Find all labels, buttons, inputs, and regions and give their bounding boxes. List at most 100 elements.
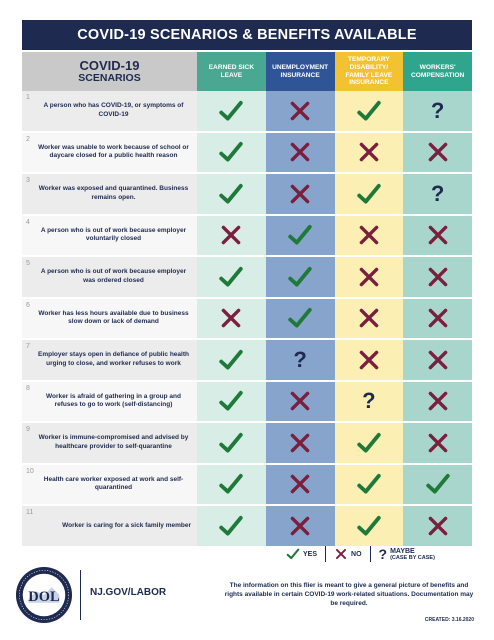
disclaimer-text: The information on this flier is meant t… <box>224 582 474 607</box>
cross-icon <box>287 388 313 414</box>
cross-icon <box>334 547 348 561</box>
legend-no: NO <box>334 546 362 562</box>
column-header-sick-leave: EARNED SICK LEAVE <box>197 52 266 91</box>
cell-disability-family-leave <box>334 257 404 297</box>
column-header-disability-family-leave: TEMPORARY DISABILITY/ FAMILY LEAVE INSUR… <box>334 52 404 91</box>
scenario-text: Employer stays open in defiance of publi… <box>38 351 189 367</box>
scenarios-header: COVID-19 SCENARIOS <box>22 52 197 91</box>
scenario-text: A person who has COVID-19, or symptoms o… <box>43 102 184 118</box>
cell-unemployment <box>265 132 335 172</box>
scenario-text: Worker is immune-compromised and advised… <box>38 434 189 450</box>
cell-unemployment <box>265 506 335 546</box>
table-row: 2 Worker was unable to work because of sc… <box>22 132 472 174</box>
scenario-text: Worker has less hours available due to b… <box>38 309 189 326</box>
check-icon <box>356 513 382 539</box>
check-icon <box>218 139 244 165</box>
cross-icon <box>287 98 313 124</box>
scenario-number: 9 <box>26 426 30 433</box>
cell-disability-family-leave <box>334 423 404 463</box>
question-icon: ? <box>430 180 445 206</box>
scenario-number: 6 <box>26 301 30 309</box>
check-icon <box>356 471 382 497</box>
cross-icon <box>287 139 313 165</box>
scenario-cell: 6 Worker has less hours available due to … <box>22 298 197 338</box>
table-body: 1 A person who has COVID-19, or symptoms … <box>22 91 472 548</box>
legend-divider <box>325 546 327 562</box>
legend-maybe-note: (CASE BY CASE) <box>390 554 435 561</box>
table-row: 7 Employer stays open in defiance of publ… <box>22 340 472 382</box>
cell-sick-leave <box>197 464 266 504</box>
check-icon <box>218 347 244 373</box>
dol-seal-logo: DOL <box>15 566 73 624</box>
cell-sick-leave <box>197 298 266 338</box>
scenario-cell: 9 Worker is immune-compromised and advise… <box>22 423 197 463</box>
scenario-text: Worker is afraid of gathering in a group… <box>46 392 181 409</box>
cell-sick-leave <box>197 257 266 297</box>
legend-yes-label: YES <box>303 550 318 558</box>
cell-workers-comp <box>403 132 472 172</box>
scenario-number: 3 <box>26 177 30 184</box>
cross-icon <box>356 222 382 248</box>
cell-unemployment <box>265 174 335 214</box>
cross-icon <box>425 139 451 165</box>
check-icon <box>356 430 382 456</box>
check-icon <box>218 513 244 539</box>
scenario-number: 4 <box>26 218 30 226</box>
cell-sick-leave <box>197 174 266 214</box>
cell-disability-family-leave <box>334 506 404 546</box>
cell-disability-family-leave <box>334 340 404 380</box>
legend-no-label: NO <box>351 550 362 558</box>
scenarios-header-line1: COVID-19 <box>79 58 140 74</box>
column-header-unemployment: UNEMPLOYMENT INSURANCE <box>265 52 335 91</box>
cross-icon <box>287 513 313 539</box>
scenario-cell: 4 A person who is out of work because emp… <box>22 215 197 255</box>
cell-disability-family-leave <box>334 298 404 338</box>
cell-sick-leave <box>197 91 266 131</box>
cross-icon <box>425 305 451 331</box>
legend-divider <box>369 546 371 562</box>
footer-divider <box>80 570 81 620</box>
cross-icon <box>425 264 451 290</box>
scenario-text: Worker was unable to work because of sch… <box>38 143 189 160</box>
cross-icon <box>425 347 451 373</box>
cell-unemployment <box>265 91 335 131</box>
check-icon <box>218 181 244 207</box>
benefits-table: COVID-19 SCENARIOS EARNED SICK LEAVE UNE… <box>22 52 472 548</box>
cell-workers-comp <box>403 381 472 421</box>
check-icon <box>218 471 244 497</box>
cross-icon <box>287 471 313 497</box>
cross-icon <box>287 181 313 207</box>
cell-disability-family-leave: ? <box>334 381 404 421</box>
cell-sick-leave <box>197 340 266 380</box>
cross-icon <box>218 305 244 331</box>
scenario-text: A person who is out of work because empl… <box>40 268 187 284</box>
question-icon: ? <box>293 346 307 372</box>
cell-sick-leave <box>197 215 266 255</box>
created-date: CREATED: 3.16.2020 <box>424 617 474 623</box>
cell-workers-comp: ? <box>403 91 472 131</box>
seal-text: DOL <box>28 589 60 605</box>
cell-workers-comp <box>403 340 472 380</box>
check-icon <box>356 98 382 124</box>
cell-disability-family-leave <box>334 464 404 504</box>
cross-icon <box>425 513 451 539</box>
cell-sick-leave <box>197 132 266 172</box>
cross-icon <box>356 264 382 290</box>
scenario-cell: 7 Employer stays open in defiance of publ… <box>22 340 197 380</box>
cell-unemployment <box>265 257 335 297</box>
cell-disability-family-leave <box>334 174 404 214</box>
cell-disability-family-leave <box>334 215 404 255</box>
cell-workers-comp <box>403 298 472 338</box>
scenario-cell: 1 A person who has COVID-19, or symptoms … <box>22 91 197 131</box>
scenarios-header-line2: SCENARIOS <box>78 71 141 84</box>
cell-disability-family-leave <box>334 132 404 172</box>
cell-unemployment: ? <box>265 340 335 380</box>
cell-unemployment <box>265 215 335 255</box>
cross-icon <box>425 430 451 456</box>
table-row: 11 Worker is caring for a sick family mem… <box>22 506 472 548</box>
website-link[interactable]: NJ.GOV/LABOR <box>90 587 167 598</box>
cell-workers-comp <box>403 464 472 504</box>
scenario-number: 11 <box>26 509 34 516</box>
check-icon <box>286 547 300 561</box>
question-icon: ? <box>378 546 388 562</box>
